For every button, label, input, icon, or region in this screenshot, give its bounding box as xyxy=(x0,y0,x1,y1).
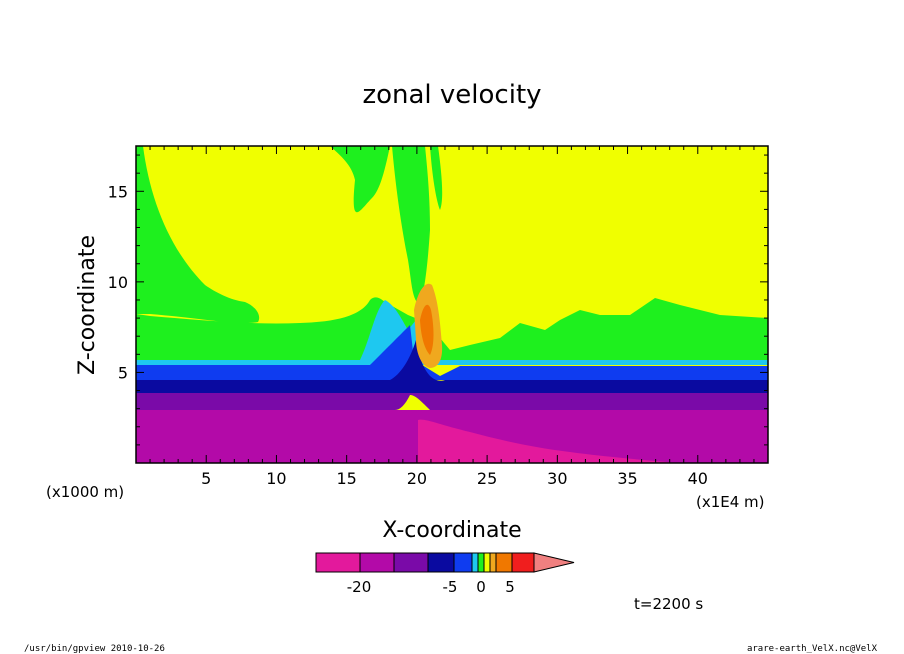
colorbar-segment xyxy=(495,552,513,573)
colorbar-segment xyxy=(427,552,455,573)
colorbar-arrow xyxy=(533,552,575,573)
x-tick-label: 25 xyxy=(477,469,497,488)
x-axis-unit: (x1E4 m) xyxy=(696,493,765,511)
colorbar-segment xyxy=(315,552,361,573)
chart-title: zonal velocity xyxy=(362,80,541,110)
contour-band-darkorange xyxy=(420,304,434,355)
x-tick-label: 40 xyxy=(688,469,708,488)
contour-band-green xyxy=(136,146,768,360)
colorbar-segment xyxy=(477,552,485,573)
x-tick-label: 30 xyxy=(547,469,567,488)
footer-right: arare-earth_VelX.nc@VelX xyxy=(747,644,878,654)
y-axis-unit: (x1000 m) xyxy=(46,483,124,501)
colorbar xyxy=(315,552,575,573)
contour-fill xyxy=(136,146,768,463)
colorbar-segment xyxy=(471,552,479,573)
colorbar-segment xyxy=(359,552,395,573)
contour-band-blue xyxy=(136,325,768,380)
x-tick-label: 15 xyxy=(336,469,356,488)
x-tick-label: 35 xyxy=(617,469,637,488)
y-tick-label: 10 xyxy=(108,273,128,292)
contour-band-navy xyxy=(136,340,768,393)
x-axis-ticks: 5 10 15 20 25 30 35 40 xyxy=(149,146,755,488)
plot-area: 5 10 15 20 25 30 35 40 5 10 15 xyxy=(108,145,769,488)
x-tick-label: 10 xyxy=(266,469,286,488)
plot-frame xyxy=(135,145,769,464)
colorbar-segment xyxy=(393,552,429,573)
x-tick-label: 20 xyxy=(407,469,427,488)
time-annotation: t=2200 s xyxy=(634,595,703,613)
y-tick-label: 5 xyxy=(118,363,128,382)
y-tick-label: 15 xyxy=(108,182,128,201)
colorbar-segment xyxy=(483,552,491,573)
footer-left: /usr/bin/gpview 2010-10-26 xyxy=(24,644,165,654)
colorbar-segment xyxy=(489,552,497,573)
colorbar-segment xyxy=(511,552,535,573)
x-axis-label: X-coordinate xyxy=(382,518,521,543)
colorbar-segment xyxy=(453,552,473,573)
contour-band-pink xyxy=(418,419,680,463)
y-axis-label: Z-coordinate xyxy=(75,235,100,375)
y-axis-ticks: 5 10 15 xyxy=(108,154,768,446)
colorbar-label: 0 xyxy=(476,578,486,596)
contour-band-purple xyxy=(136,393,768,410)
x-tick-label: 5 xyxy=(201,469,211,488)
colorbar-label: -5 xyxy=(443,578,458,596)
colorbar-label: -20 xyxy=(347,578,372,596)
colorbar-label: 5 xyxy=(505,578,515,596)
colorbar-labels: -20 -5 0 5 xyxy=(347,578,515,596)
